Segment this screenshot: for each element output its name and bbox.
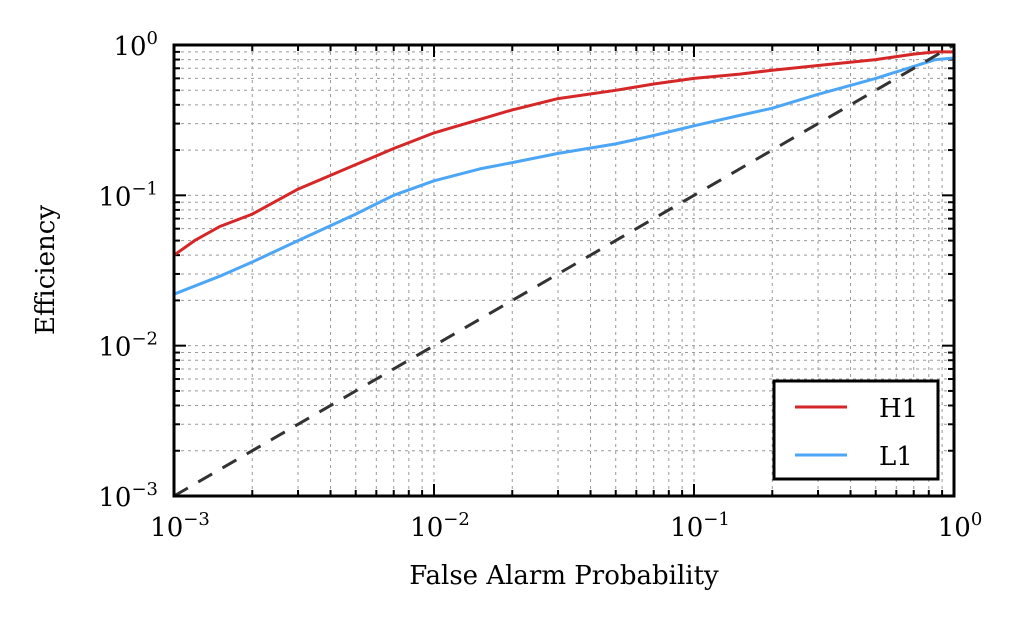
y-tick-label: 10−1 (98, 178, 158, 212)
tick-labels: 10−3 10−2 10−1 100 10−3 10−2 10−1 100 (98, 28, 982, 543)
series-layer (173, 43, 955, 498)
y-axis-label: Efficiency (31, 205, 61, 335)
legend-label-l1: L1 (879, 442, 913, 472)
y-tick-label: 10−2 (98, 329, 158, 363)
x-tick-label: 10−3 (150, 509, 210, 543)
x-tick-label: 10−2 (410, 509, 470, 543)
y-tick-label: 10−3 (98, 479, 158, 513)
series-line-l1 (173, 56, 955, 296)
reference-diagonal-line (173, 43, 955, 498)
series-line-h1 (173, 50, 954, 257)
x-tick-label: 10−1 (670, 509, 730, 543)
grid (174, 45, 954, 496)
legend: H1 L1 (772, 379, 940, 481)
legend-label-h1: H1 (879, 394, 918, 424)
y-tick-label: 100 (113, 28, 158, 62)
x-tick-label: 100 (938, 509, 983, 543)
x-axis-label: False Alarm Probability (409, 561, 719, 591)
plot-frame (172, 43, 956, 498)
legend-box (772, 379, 940, 481)
